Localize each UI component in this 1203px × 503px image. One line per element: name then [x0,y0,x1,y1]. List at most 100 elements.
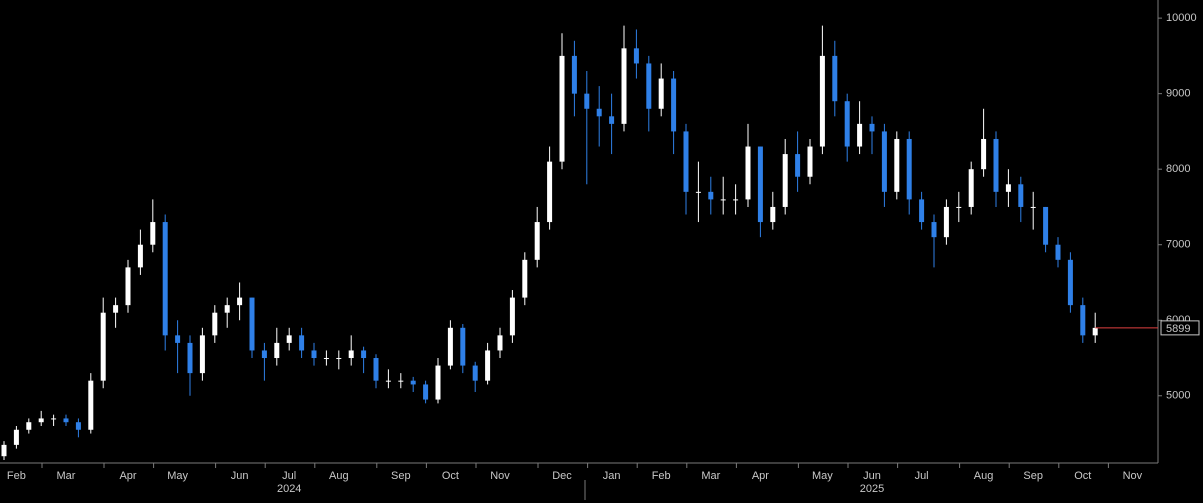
candle-body [274,342,280,359]
x-tick-label: May [812,470,833,482]
candle-body [361,350,367,359]
x-tick-label: Dec [552,470,572,482]
candle-body [311,350,317,359]
year-label: 2024 [277,483,301,495]
candle-body [832,55,838,102]
candle-body [869,123,875,132]
candle-body [609,116,615,124]
year-label: 2025 [860,483,884,495]
candle-body [373,358,379,381]
candle-body [212,312,218,336]
candle-body [509,297,515,336]
candle-body [596,108,602,117]
candle-body [807,146,813,177]
candle-body [38,418,44,423]
candle-body [63,418,69,423]
candle-body [1092,327,1098,336]
candle-body [708,191,714,200]
candle-body [137,244,143,268]
candle-body [398,380,404,382]
candle-body [75,422,81,430]
candle-body [249,297,255,351]
candle-body [162,222,168,336]
candle-body [695,191,701,193]
candle-body [435,365,441,400]
x-tick-label: Feb [652,470,671,482]
candle-body [1005,184,1011,192]
candle-body [720,199,726,201]
candle-body [633,48,639,64]
x-tick-label: Jun [863,470,881,482]
candle-body [1043,206,1049,245]
candle-body [299,335,305,351]
candle-body [745,146,751,200]
candle-body [683,131,689,192]
y-tick-label: 5000 [1166,390,1190,402]
candle-body [385,380,391,382]
candle-body [113,305,119,313]
candle-body [906,138,912,200]
candle-body [472,365,478,381]
candle-body [584,93,590,109]
x-tick-label: Mar [57,470,76,482]
x-tick-label: Aug [974,470,994,482]
candle-body [460,327,466,366]
candle-body [844,101,850,147]
x-tick-label: May [167,470,188,482]
x-tick-label: Oct [442,470,459,482]
candle-body [733,199,739,201]
x-tick-label: Jun [231,470,249,482]
x-tick-label: Jul [915,470,929,482]
y-tick-label: 7000 [1166,239,1190,251]
candle-body [757,146,763,223]
candle-body [534,222,540,260]
candle-body [770,206,776,223]
candle-body [819,55,825,147]
candle-body [621,48,627,124]
candle-body [348,350,354,359]
candle-body [423,384,429,400]
candle-body [1018,184,1024,207]
candle-body [981,138,987,170]
candle-body [497,335,503,351]
x-tick-label: Sep [391,470,411,482]
x-tick-label: Feb [7,470,26,482]
candle-body [224,305,230,313]
candle-body [1,444,7,457]
x-tick-label: Apr [752,470,769,482]
y-tick-label: 8000 [1166,163,1190,175]
candle-body [522,259,528,298]
candle-body [1080,305,1086,336]
candle-body [150,222,156,245]
candle-body [175,335,181,343]
candle-body [100,312,106,381]
candle-body [881,131,887,192]
x-tick-label: Nov [1123,470,1143,482]
candle-body [943,206,949,238]
candle-body [336,358,342,360]
y-tick-label: 10000 [1166,12,1197,24]
candle-body [919,199,925,223]
candle-body [559,55,565,162]
candle-body [1055,244,1061,260]
candle-body [1030,206,1036,208]
candle-body [993,138,999,192]
candle-body [13,429,19,445]
candle-body [286,335,292,343]
x-tick-label: Aug [329,470,349,482]
last-price-box [1160,320,1200,336]
candle-body [447,327,453,366]
candle-body [658,78,664,109]
candle-body [894,138,900,192]
candle-body [88,380,94,430]
x-tick-label: Nov [490,470,510,482]
candle-body [261,350,267,359]
candle-body [857,123,863,147]
x-tick-label: Jan [603,470,621,482]
y-tick-label: 9000 [1166,88,1190,100]
candle-body [782,154,788,207]
candle-body [571,55,577,94]
candle-body [51,418,57,420]
